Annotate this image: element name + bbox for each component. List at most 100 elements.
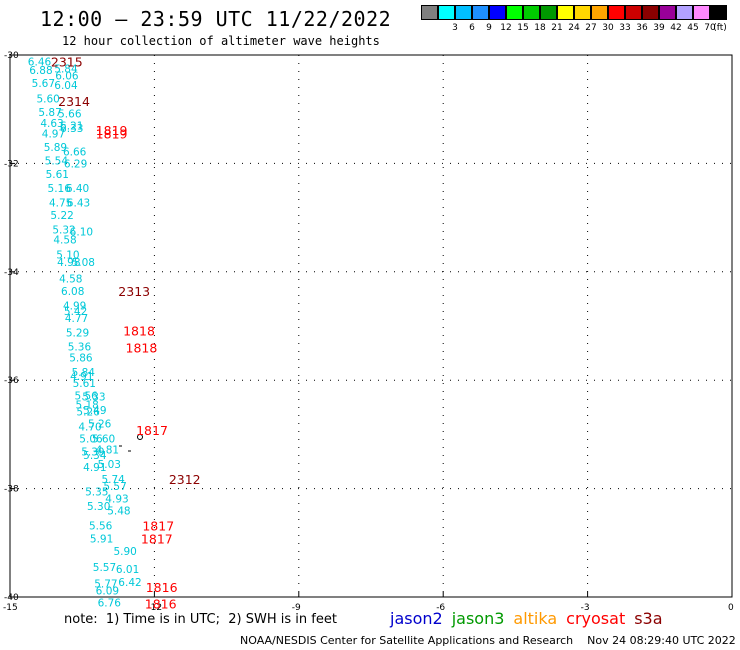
legend-altika: altika — [513, 609, 558, 628]
wave-height-value: 5.36 — [68, 342, 92, 354]
wave-height-value: 5.90 — [113, 546, 136, 558]
wave-height-value: 5.26 — [88, 419, 112, 431]
lon-label: -15 — [3, 603, 18, 613]
pass-time-label: 1818 — [126, 341, 158, 356]
wave-height-value: 5.08 — [72, 257, 95, 269]
wave-height-value: 6.66 — [63, 146, 87, 158]
scale-swatch — [489, 5, 506, 20]
wave-height-value: 5.60 — [92, 434, 115, 446]
lat-label: -36 — [4, 376, 19, 386]
wave-height-value: 6.88 — [29, 65, 52, 77]
scale-label: 36 — [636, 23, 648, 33]
wave-height-value: 5.35 — [85, 486, 108, 498]
wave-height-value: 5.03 — [98, 459, 121, 471]
scale-swatch — [438, 5, 455, 20]
wave-height-value: 5.33 — [82, 391, 105, 403]
scale-label: 18 — [534, 23, 546, 33]
scale-swatch — [676, 5, 693, 20]
pass-time-label: 1816 — [145, 597, 177, 612]
scale-label: 70 — [704, 23, 716, 33]
scale-swatch — [557, 5, 574, 20]
lat-label: -34 — [4, 268, 19, 278]
wave-height-value: 5.22 — [50, 210, 73, 222]
scale-swatch — [608, 5, 625, 20]
wave-height-value: 6.04 — [54, 80, 78, 92]
wave-height-value: 6.06 — [55, 71, 79, 83]
wave-height-value: 5.61 — [73, 378, 96, 390]
scale-label: 30 — [602, 23, 614, 33]
satellite-legend: jason2 jason3 altika cryosat s3a — [390, 609, 672, 628]
wave-height-value: 5.84 — [54, 64, 78, 76]
wave-height-value: 6.76 — [98, 597, 122, 609]
scale-label: 24 — [568, 23, 580, 33]
scale-label: 42 — [670, 23, 682, 33]
wave-height-value: 6.42 — [118, 577, 141, 589]
footer-note: note: 1) Time is in UTC; 2) SWH is in fe… — [64, 612, 337, 627]
wave-height-value: 5.18 — [75, 400, 98, 412]
wave-height-value: 5.39 — [81, 447, 104, 459]
scale-swatch — [421, 5, 438, 20]
wave-height-value: 6.33 — [60, 123, 83, 135]
scale-label: 6 — [469, 23, 475, 33]
wave-height-value: 5.49 — [83, 405, 106, 417]
wave-height-value: 4.81 — [96, 445, 119, 457]
page-title: 12:00 – 23:59 UTC 11/22/2022 — [40, 7, 392, 31]
lat-label: -40 — [4, 593, 19, 603]
scale-label: 3 — [452, 23, 458, 33]
pass-time-label: 2314 — [58, 94, 90, 109]
scale-label: 9 — [486, 23, 492, 33]
island-mark — [137, 434, 143, 440]
pass-time-label: 1819 — [96, 127, 128, 142]
grid-lines — [9, 54, 733, 598]
wave-height-value: 4.58 — [53, 234, 76, 246]
legend-jason3: jason3 — [451, 609, 505, 628]
scale-swatch — [642, 5, 659, 20]
wave-height-value: 4.91 — [70, 371, 93, 383]
scale-label: 27 — [585, 23, 597, 33]
wave-height-labels: 6.466.88 5.846.065.67 6.045.605.875.664.63… — [28, 57, 142, 610]
map-frame — [9, 54, 733, 598]
scale-swatch — [625, 5, 642, 20]
scale-swatch — [710, 5, 727, 20]
wave-height-value: 5.87 — [38, 107, 61, 119]
wave-height-value: 4.77 — [65, 313, 88, 325]
wave-height-value: 6.01 — [116, 564, 139, 576]
wave-height-value: 6.10 — [70, 227, 93, 239]
wave-height-value: 5.91 — [90, 533, 113, 545]
scale-swatch — [455, 5, 472, 20]
wave-height-value: 5.56 — [89, 520, 113, 532]
wave-height-value: 5.57 — [103, 481, 126, 493]
scale-label: 15 — [517, 23, 529, 33]
pass-time-label: 1817 — [142, 518, 174, 533]
wave-height-value: 6.08 — [61, 286, 84, 298]
pass-time-label: 2315 — [51, 55, 83, 70]
scale-swatch — [591, 5, 608, 20]
scale-swatch — [472, 5, 489, 20]
wave-height-value: 5.16 — [48, 183, 72, 195]
scale-swatch — [574, 5, 591, 20]
wave-height-value: 5.42 — [64, 306, 87, 318]
wave-height-value: 5.10 — [56, 249, 79, 261]
wave-height-value: 6.09 — [96, 585, 119, 597]
wave-height-value: 5.86 — [69, 352, 93, 364]
wave-height-value: 5.57 — [93, 562, 116, 574]
legend-jason2: jason2 — [390, 609, 443, 628]
scale-swatch — [506, 5, 523, 20]
wave-height-value: 5.84 — [72, 367, 96, 379]
wave-height-value: 4.75 — [49, 197, 72, 209]
wave-height-value: 5.54 — [45, 156, 69, 168]
wave-height-value: 5.32 — [52, 225, 75, 237]
wave-height-value: 6.29 — [64, 158, 87, 170]
lon-label: -9 — [292, 603, 301, 613]
lat-label: -32 — [4, 159, 19, 169]
wave-height-value: 5.89 — [44, 142, 67, 154]
wave-height-value: 4.70 — [78, 421, 101, 433]
pass-time-label: 1817 — [136, 423, 168, 438]
pass-time-label: 2313 — [118, 284, 150, 299]
wave-height-value: 5.06 — [79, 434, 103, 446]
wave-height-value: 5.74 — [101, 474, 125, 486]
lon-label: -12 — [147, 603, 162, 613]
scale-swatch — [540, 5, 557, 20]
wave-height-value: 5.48 — [107, 505, 130, 517]
